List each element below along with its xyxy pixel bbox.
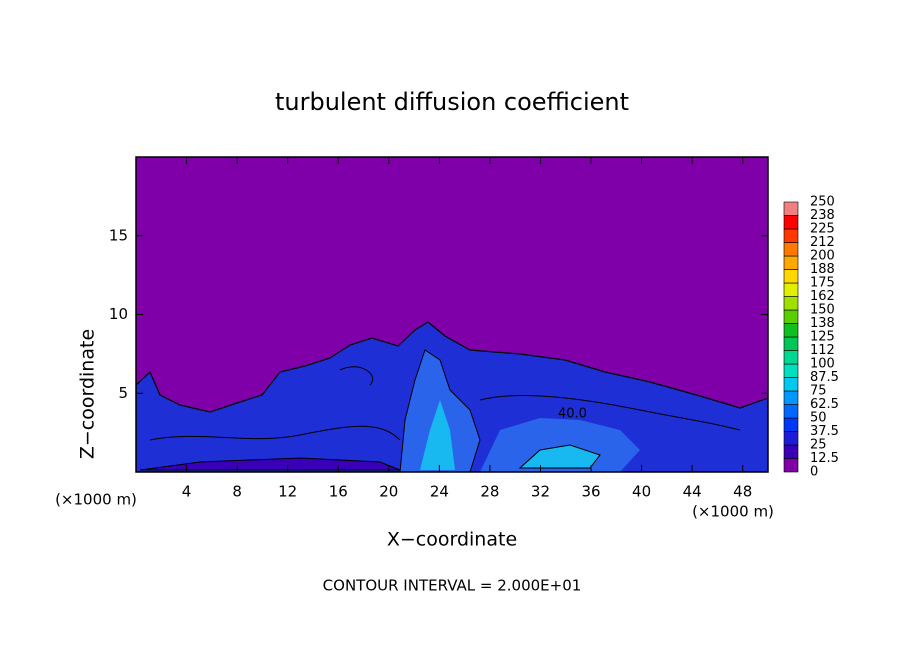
- colorbar-swatch: [783, 242, 799, 257]
- x-unit-label: (×1000 m): [692, 503, 774, 521]
- x-tick-label: 4: [182, 483, 192, 501]
- colorbar-swatch: [783, 255, 799, 270]
- x-tick-label: 48: [733, 483, 752, 501]
- colorbar-label: 225: [810, 222, 835, 237]
- x-tick-label: 12: [278, 483, 297, 501]
- colorbar-label: 12.5: [810, 451, 839, 466]
- x-tick-label: 28: [480, 483, 499, 501]
- colorbar-swatch: [783, 309, 799, 324]
- colorbar-swatch: [783, 350, 799, 365]
- colorbar-label: 250: [810, 195, 835, 210]
- colorbar-swatch: [783, 215, 799, 230]
- field-shape: [149, 366, 741, 441]
- x-tick-label: 16: [329, 483, 348, 501]
- x-tick-label: 36: [581, 483, 600, 501]
- colorbar-label: 125: [810, 330, 835, 345]
- colorbar-swatch: [783, 431, 799, 446]
- colorbar-swatch: [783, 444, 799, 459]
- colorbar-swatch: [783, 363, 799, 378]
- colorbar-label: 138: [810, 316, 835, 331]
- colorbar-label: 188: [810, 262, 835, 277]
- field: [136, 321, 768, 472]
- colorbar-label: 150: [810, 303, 835, 318]
- colorbar-swatch: [783, 336, 799, 351]
- field-shape: [139, 457, 401, 471]
- colorbar-label: 212: [810, 235, 835, 250]
- colorbar-swatch: [783, 201, 799, 216]
- y-tick-label: 10: [109, 305, 128, 323]
- colorbar-label: 50: [810, 411, 827, 426]
- x-axis-label: X−coordinate: [387, 529, 517, 551]
- field-shape: [480, 418, 640, 472]
- colorbar-label: 37.5: [810, 424, 839, 439]
- y-tick-label: 15: [109, 226, 128, 244]
- colorbar-label: 0: [810, 465, 818, 480]
- colorbar-swatch: [783, 282, 799, 297]
- colorbar-swatch: [783, 417, 799, 432]
- colorbar-label: 62.5: [810, 397, 839, 412]
- x-tick-label: 8: [232, 483, 242, 501]
- colorbar-label: 175: [810, 276, 835, 291]
- colorbar-swatch: [783, 377, 799, 392]
- field-shape: [420, 400, 455, 470]
- y-tick-label: 5: [118, 384, 128, 402]
- colorbar-label: 112: [810, 343, 835, 358]
- colorbar-label: 238: [810, 208, 835, 223]
- x-tick-label: 24: [430, 483, 449, 501]
- colorbar-label: 100: [810, 357, 835, 372]
- x-unit-label: (×1000 m): [55, 491, 137, 509]
- colorbar-swatch: [783, 269, 799, 284]
- x-tick-label: 40: [632, 483, 651, 501]
- footer: CONTOUR INTERVAL = 2.000E+01: [323, 577, 582, 595]
- colorbar-swatch: [783, 228, 799, 243]
- colorbar-label: 87.5: [810, 370, 839, 385]
- chart-title: turbulent diffusion coefficient: [275, 88, 629, 116]
- y-axis-label: Z−coordinate: [77, 329, 99, 459]
- colorbar-swatch: [783, 296, 799, 311]
- field-shape: [518, 444, 601, 469]
- x-tick-label: 32: [531, 483, 550, 501]
- colorbar-label: 162: [810, 289, 835, 304]
- colorbar-swatch: [783, 390, 799, 405]
- x-tick-label: 20: [379, 483, 398, 501]
- contour-label: 40.0: [558, 407, 587, 422]
- colorbar-label: 75: [810, 384, 827, 399]
- colorbar-label: 25: [810, 438, 827, 453]
- colorbar-swatch: [783, 458, 799, 473]
- x-tick-label: 44: [683, 483, 702, 501]
- colorbar-swatch: [783, 404, 799, 419]
- colorbar-label: 200: [810, 249, 835, 264]
- colorbar-swatch: [783, 323, 799, 338]
